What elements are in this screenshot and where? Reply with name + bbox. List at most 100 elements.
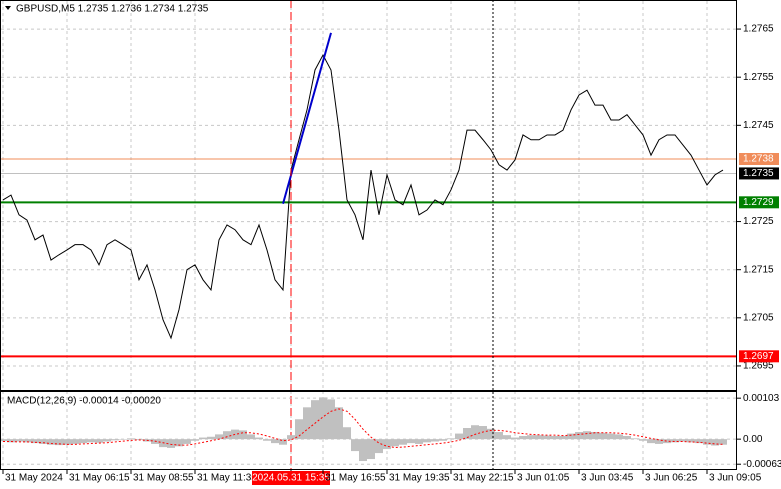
macd-bar (199, 437, 207, 440)
cursor-tag (252, 471, 330, 485)
macd-bar (703, 439, 711, 445)
level-tag (739, 153, 779, 165)
y-tick-label: 1.2705 (743, 312, 774, 323)
macd-bar (663, 439, 671, 444)
macd-bar (279, 439, 287, 445)
macd-bar (711, 439, 719, 446)
macd-bar (575, 431, 583, 440)
macd-bar (319, 397, 327, 440)
macd-bar (247, 434, 255, 440)
x-tick-label: 31 May 08:55 (133, 473, 194, 484)
x-tick-label: 3 Jun 09:05 (709, 473, 762, 484)
macd-bar (567, 433, 575, 440)
macd-bar (343, 427, 351, 440)
macd-bar (255, 437, 263, 440)
macd-bar (23, 439, 31, 443)
macd-bar (39, 439, 47, 444)
macd-bar (127, 438, 135, 440)
x-tick-label: 31 May 11:35 (197, 473, 257, 484)
macd-bar (607, 433, 615, 440)
x-tick-label: 31 May 19:35 (389, 473, 450, 484)
macd-bar (327, 399, 335, 440)
macd-bar (679, 439, 687, 442)
macd-bar (63, 439, 71, 445)
macd-bar (79, 439, 87, 444)
macd-bar (263, 439, 271, 441)
signal-line (3, 408, 724, 449)
macd-bar (447, 438, 455, 440)
macd-bar (71, 439, 79, 444)
macd-bar (207, 436, 215, 440)
macd-bar (455, 433, 463, 440)
menu-arrow[interactable] (5, 6, 11, 10)
macd-bar (215, 434, 223, 440)
macd-bar (175, 439, 183, 447)
macd-bar (535, 435, 543, 440)
macd-bar (495, 431, 503, 440)
macd-bar (439, 439, 447, 441)
y-tick-label: 0.00103 (743, 393, 780, 404)
price-line (2, 53, 724, 340)
y-tick-label: 1.2745 (743, 120, 774, 131)
macd-bar (55, 439, 63, 446)
level-label: 1.2729 (743, 197, 774, 208)
x-tick-label: 3 Jun 06:25 (645, 473, 698, 484)
macd-bar (687, 439, 695, 443)
macd-bar (431, 439, 439, 442)
y-tick-label: 0.00 (743, 434, 763, 445)
macd-bar (95, 439, 103, 443)
macd-bar (671, 439, 679, 443)
macd-bar (167, 439, 175, 448)
x-tick-label: 31 May 22:15 (453, 473, 514, 484)
macd-bar (391, 439, 399, 447)
macd-bar (583, 431, 591, 440)
level-label: 1.2738 (743, 154, 774, 165)
macd-bar (311, 400, 319, 440)
cursor-label: 2024.05.31 15:35 (252, 473, 330, 484)
macd-bar (183, 439, 191, 444)
level-label: 1.2697 (743, 351, 774, 362)
y-tick-label: 1.2695 (743, 361, 774, 372)
macd-bar (367, 439, 375, 460)
macd-bar (463, 428, 471, 440)
macd-bar (527, 435, 535, 440)
y-tick-label: 1.2765 (743, 24, 774, 35)
macd-bar (399, 439, 407, 445)
macd-bar (599, 432, 607, 440)
y-tick-label: -0.00063 (743, 459, 781, 470)
macd-bar (111, 439, 119, 441)
macd-bar (559, 435, 567, 440)
macd-panel-frame (0, 391, 737, 470)
level-tag (739, 350, 779, 363)
macd-bar (615, 434, 623, 440)
macd-bar (591, 431, 599, 440)
macd-bar (407, 439, 415, 444)
last-price-tag (739, 167, 779, 180)
macd-bar (647, 439, 655, 444)
macd-bar (119, 439, 127, 440)
macd-bar (15, 439, 23, 442)
last-price-label: 1.2735 (743, 168, 774, 179)
y-tick-label: 1.2725 (743, 216, 774, 227)
macd-bar (47, 439, 55, 445)
y-tick-label: 1.2715 (743, 264, 774, 275)
macd-bar (639, 439, 647, 441)
macd-bar (7, 439, 15, 443)
macd-title: MACD(12,26,9) -0.00014 -0.00020 (7, 396, 161, 407)
macd-bar (511, 437, 519, 440)
macd-bar (519, 435, 527, 440)
macd-bar (655, 439, 663, 444)
macd-bar (271, 439, 279, 444)
macd-bar (287, 435, 295, 440)
macd-bar (335, 407, 343, 440)
macd-bar (103, 439, 111, 442)
macd-bar (719, 439, 727, 445)
macd-bar (303, 407, 311, 440)
macd-bar (423, 439, 431, 443)
macd-bar (375, 439, 383, 454)
macd-bar (487, 428, 495, 440)
x-tick-label: 31 May 2024 (5, 473, 63, 484)
macd-bar (87, 439, 95, 443)
